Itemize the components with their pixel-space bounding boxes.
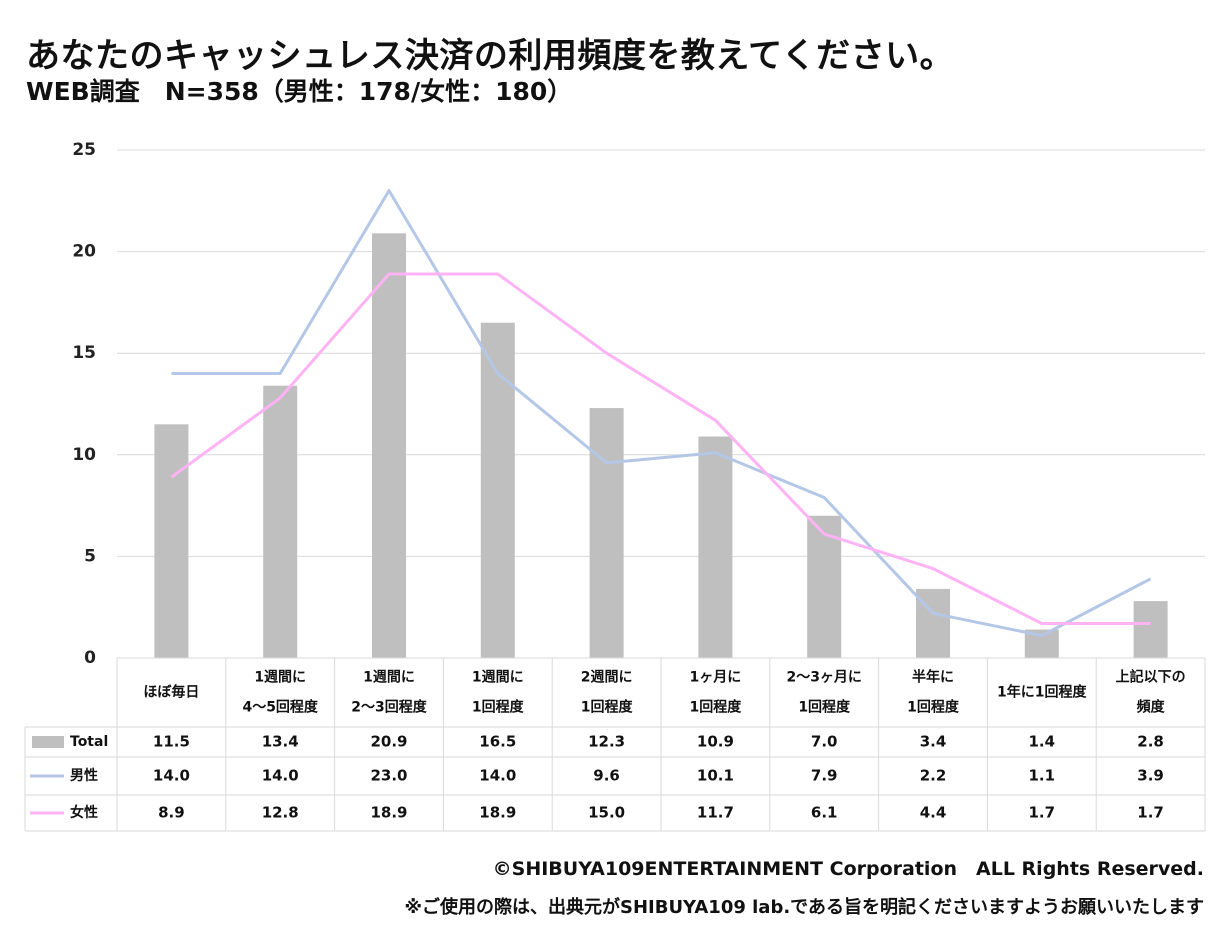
table-cell-value: 14.0 bbox=[153, 767, 190, 785]
bar-total bbox=[1133, 601, 1168, 658]
bar-total bbox=[372, 233, 406, 658]
category-label: 2～3ヶ月に bbox=[786, 670, 861, 686]
category-label: 1回程度 bbox=[581, 699, 634, 716]
category-label: 1回程度 bbox=[472, 699, 525, 716]
bar-total bbox=[698, 436, 733, 658]
table-cell-value: 8.9 bbox=[158, 804, 185, 822]
table-cell-value: 3.4 bbox=[920, 733, 947, 751]
bar-total bbox=[154, 424, 189, 658]
table-cell-value: 13.4 bbox=[262, 733, 299, 751]
category-label: 半年に bbox=[912, 669, 954, 686]
table-cell-value: 7.9 bbox=[811, 767, 838, 785]
category-label: 4～5回程度 bbox=[242, 699, 318, 716]
y-tick-label: 0 bbox=[84, 648, 96, 668]
table-cell-value: 14.0 bbox=[479, 767, 516, 785]
bar-total bbox=[807, 515, 842, 658]
category-label: 2～3回程度 bbox=[351, 699, 427, 716]
category-label: 頻度 bbox=[1137, 699, 1166, 716]
legend-label: Total bbox=[70, 734, 108, 750]
bar-total bbox=[480, 322, 515, 658]
table-cell-value: 1.7 bbox=[1137, 804, 1164, 822]
bar-total bbox=[589, 408, 624, 658]
table-cell-value: 6.1 bbox=[811, 804, 838, 822]
category-label: 1回程度 bbox=[798, 699, 851, 716]
table-cell-value: 10.9 bbox=[697, 733, 734, 751]
table-cell-value: 12.8 bbox=[262, 804, 299, 822]
category-label: 2週間に bbox=[581, 670, 633, 686]
category-label: 1週間に bbox=[254, 670, 306, 686]
table-cell-value: 10.1 bbox=[697, 767, 734, 785]
category-label: 1回程度 bbox=[690, 699, 743, 716]
table-cell-value: 2.2 bbox=[920, 767, 947, 785]
category-label: 上記以下の bbox=[1116, 669, 1186, 686]
table-cell-value: 12.3 bbox=[588, 733, 625, 751]
table-cell-value: 14.0 bbox=[262, 767, 299, 785]
bar-total bbox=[263, 385, 298, 658]
y-tick-label: 25 bbox=[72, 140, 96, 160]
category-label: ほぼ毎日 bbox=[143, 684, 199, 701]
y-tick-label: 5 bbox=[84, 546, 96, 566]
table-cell-value: 4.4 bbox=[920, 804, 947, 822]
table-cell-value: 20.9 bbox=[370, 733, 407, 751]
table-cell-value: 2.8 bbox=[1137, 733, 1164, 751]
category-label: 1年に1回程度 bbox=[997, 684, 1087, 701]
y-tick-label: 10 bbox=[72, 445, 96, 465]
table-cell-value: 1.1 bbox=[1029, 767, 1056, 785]
table-cell-value: 18.9 bbox=[370, 804, 407, 822]
table-cell-value: 7.0 bbox=[811, 733, 838, 751]
chart-subtitle: WEB調査 N=358（男性：178/女性：180） bbox=[26, 77, 573, 106]
legend-label: 女性 bbox=[70, 804, 98, 821]
table-cell-value: 23.0 bbox=[370, 767, 407, 785]
usage-note: ※ご使用の際は、出典元がSHIBUYA109 lab.である旨を明記くださいます… bbox=[404, 897, 1205, 918]
y-tick-label: 20 bbox=[72, 242, 96, 262]
table-cell-value: 1.7 bbox=[1029, 804, 1056, 822]
line-male bbox=[171, 189, 1152, 638]
table-cell-value: 15.0 bbox=[588, 804, 625, 822]
copyright-text: ©SHIBUYA109ENTERTAINMENT Corporation ALL… bbox=[492, 858, 1204, 880]
table-cell-value: 1.4 bbox=[1029, 733, 1056, 751]
table-cell-value: 18.9 bbox=[479, 804, 516, 822]
y-tick-label: 15 bbox=[72, 343, 96, 363]
table-cell-value: 9.6 bbox=[593, 767, 620, 785]
legend-label: 男性 bbox=[70, 767, 98, 784]
category-label: 1ヶ月に bbox=[690, 670, 742, 686]
category-label: 1回程度 bbox=[907, 699, 960, 716]
table-cell-value: 16.5 bbox=[479, 733, 516, 751]
table-cell-value: 11.5 bbox=[153, 733, 190, 751]
legend-key-total bbox=[32, 736, 64, 748]
table-cell-value: 3.9 bbox=[1137, 767, 1164, 785]
table-cell-value: 11.7 bbox=[697, 804, 734, 822]
category-label: 1週間に bbox=[472, 670, 524, 686]
line-female bbox=[170, 272, 1151, 625]
chart-title: あなたのキャッシュレス決済の利用頻度を教えてください。 bbox=[26, 36, 955, 76]
category-label: 1週間に bbox=[363, 670, 415, 686]
